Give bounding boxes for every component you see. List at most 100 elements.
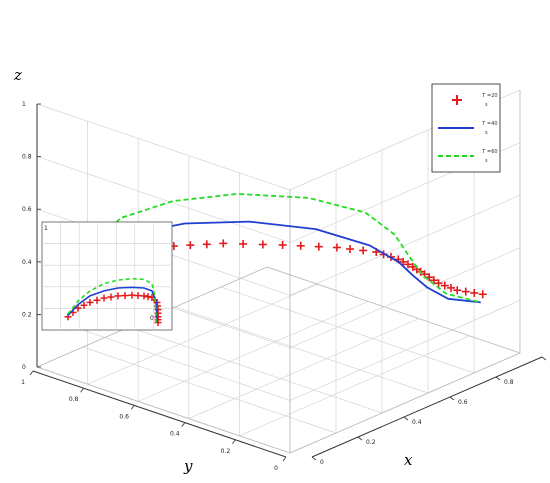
tick-labels: 00.20.40.60.8100.20.40.60.8100.20.40.60.… — [21, 101, 547, 472]
grid-line-floor-x — [82, 346, 337, 434]
series-point-t20 — [258, 240, 267, 249]
z-tick-label: 0.6 — [22, 206, 32, 213]
legend-value: =60 — [487, 149, 498, 155]
series-point-t20 — [461, 287, 470, 296]
floor-right-edge — [266, 266, 521, 354]
series-point-t20 — [478, 290, 487, 299]
inset-frame — [41, 221, 173, 331]
floor-back-edge — [289, 352, 521, 454]
grid-line-xz-horizontal — [289, 194, 521, 296]
series-point-t20 — [434, 279, 443, 288]
grid-line-floor-y — [87, 283, 318, 385]
series-point-t20 — [278, 241, 287, 250]
inset-series-point-t20 — [93, 296, 101, 304]
series-point-t20 — [332, 243, 341, 252]
series-point-t20 — [399, 257, 408, 266]
grid-line-floor-y — [239, 335, 470, 437]
z-tick-label: 0.2 — [22, 311, 32, 318]
y-tick-mark — [130, 405, 135, 410]
z-tick-label: 0 — [22, 364, 26, 371]
y-tick-mark — [181, 422, 186, 427]
y-tick-mark — [29, 370, 34, 376]
inset-series-line-T40 — [67, 286, 158, 323]
y-tick-mark — [80, 387, 84, 393]
grid-line-floor-x — [128, 326, 383, 414]
y-tick-label: 0.6 — [119, 413, 129, 420]
grid-line-xz-horizontal — [289, 247, 521, 349]
series-point-t20 — [470, 288, 479, 297]
y-tick-label: 0.2 — [221, 448, 231, 455]
x-tick-label: 0.6 — [458, 399, 468, 406]
x-tick-mark — [449, 396, 455, 401]
series-point-t20 — [296, 241, 305, 250]
legend-symbol: T — [482, 93, 486, 99]
x-tick-label: 0.2 — [366, 439, 376, 446]
series-point-t20 — [425, 273, 434, 282]
x-tick-label: 0.8 — [504, 379, 514, 386]
legend-symbol: T — [482, 149, 486, 155]
series-point-t20 — [359, 246, 368, 255]
x-tick-mark — [541, 356, 547, 361]
y-axis-line — [32, 370, 287, 458]
z-tick-label: 0.4 — [22, 259, 32, 266]
x-tick-mark — [311, 456, 317, 461]
z-axis-label: z — [13, 66, 22, 84]
inset-series-point-t20 — [107, 293, 115, 301]
series-point-t20 — [202, 240, 211, 249]
series-point-t20 — [186, 241, 195, 250]
legend-symbol: T — [482, 121, 486, 127]
floor-left-edge — [36, 366, 291, 454]
x-axis-line — [311, 356, 543, 458]
x-tick-label: 0 — [320, 459, 324, 466]
grid-line-floor-y — [138, 301, 369, 402]
y-tick-mark — [282, 456, 287, 462]
legend-value: =20 — [487, 93, 498, 99]
inset-series-point-t20 — [86, 298, 94, 306]
axis-frame — [32, 90, 543, 458]
inset-series-point-t20 — [121, 292, 129, 300]
series-point-t20 — [346, 244, 355, 253]
y-tick-label: 0 — [274, 465, 278, 472]
series-point-t20 — [403, 260, 412, 269]
legend-subscript: s — [485, 158, 488, 164]
z-tick-label: 0.8 — [22, 154, 32, 161]
x-tick-label: 0.4 — [412, 419, 422, 426]
grid-line-xz-horizontal — [289, 300, 521, 401]
legend-marker-t20 — [452, 95, 462, 105]
inset-tick-label: 1 — [44, 225, 48, 232]
series-point-t20 — [447, 283, 455, 292]
back-pane-xz — [290, 90, 520, 453]
series-point-t20 — [429, 276, 438, 285]
inset-series-point-t20 — [100, 294, 108, 302]
inset-series-point-t20 — [128, 291, 136, 299]
series-point-t20 — [219, 239, 228, 248]
legend-value: =40 — [487, 121, 498, 127]
x-tick-mark — [495, 376, 501, 381]
grid-line-floor-x — [220, 286, 475, 374]
series-point-t20 — [314, 242, 323, 251]
legend-subscript: s — [485, 102, 488, 108]
inset-series-point-t20 — [80, 301, 88, 309]
y-axis-label: y — [183, 457, 193, 475]
inset-tick-label: 0 — [150, 315, 154, 322]
x-axis-label: x — [404, 451, 413, 469]
grid-line-yz-horizontal — [36, 103, 291, 191]
y-tick-mark — [232, 439, 236, 445]
series-line-T60 — [61, 193, 481, 304]
inset-series-point-t20 — [134, 292, 142, 300]
series-point-t20 — [440, 281, 449, 290]
inset-series-point-t20 — [114, 292, 122, 300]
y-tick-label: 1 — [21, 379, 25, 386]
series-point-t20 — [239, 239, 248, 248]
y-tick-label: 0.8 — [69, 396, 79, 403]
grid-line-yz-horizontal — [36, 156, 291, 243]
inset-plot: 10 — [41, 221, 173, 331]
grid-line-floor-x — [174, 306, 429, 394]
legend-subscript: s — [485, 130, 488, 136]
grid-line-floor-y — [188, 318, 419, 419]
series-point-t20 — [453, 286, 462, 295]
y-tick-label: 0.4 — [170, 431, 180, 438]
